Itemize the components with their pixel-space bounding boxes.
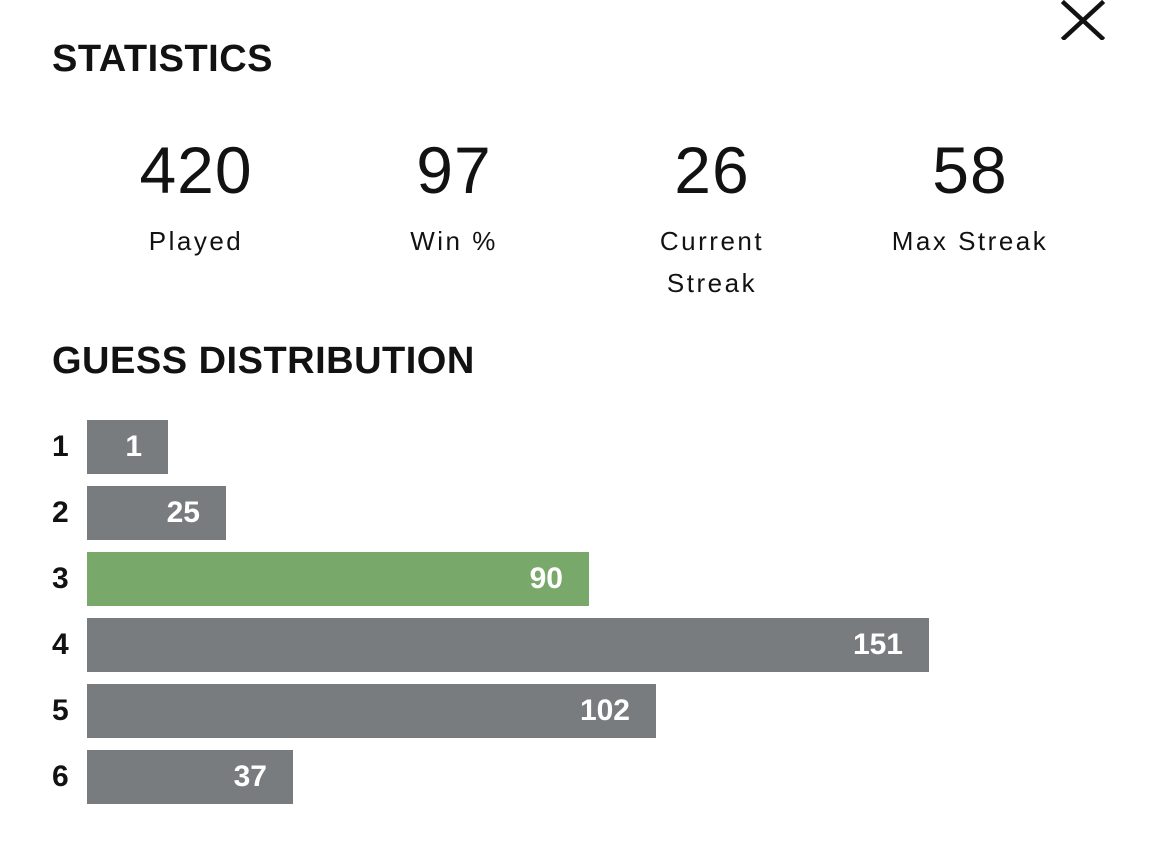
guess-number: 5 <box>52 694 69 727</box>
bar-count: 102 <box>579 694 630 727</box>
bar-count: 151 <box>852 628 903 661</box>
guess-number: 4 <box>52 628 69 661</box>
stat-label: Max Streak <box>891 226 1049 256</box>
stat-label: Win % <box>410 226 498 256</box>
statistics-title: STATISTICS <box>52 38 274 80</box>
distribution-bar: 151 <box>87 618 929 672</box>
bar-count: 37 <box>233 760 267 793</box>
stat-value: 58 <box>932 133 1008 207</box>
stat-max-streak: 58 Max Streak <box>850 132 1090 262</box>
distribution-bar: 102 <box>87 684 656 738</box>
stat-value: 26 <box>674 133 750 207</box>
stat-value: 97 <box>416 133 492 207</box>
close-icon[interactable] <box>1058 0 1108 40</box>
distribution-bar: 90 <box>87 552 589 606</box>
stat-label: Current Streak <box>659 226 765 298</box>
guess-number: 3 <box>52 562 69 595</box>
distribution-bar: 25 <box>87 486 226 540</box>
bar-count: 1 <box>125 430 142 463</box>
stat-played: 420 Played <box>76 132 316 262</box>
bar-count: 90 <box>529 562 563 595</box>
close-button[interactable] <box>1058 0 1108 40</box>
stat-win-percent: 97 Win % <box>334 132 574 262</box>
stat-label: Played <box>148 226 244 256</box>
distribution-bar: 37 <box>87 750 293 804</box>
guess-distribution-title: GUESS DISTRIBUTION <box>52 340 475 382</box>
bar-count: 25 <box>166 496 200 529</box>
stat-value: 420 <box>139 133 253 207</box>
stat-current-streak: 26 Current Streak <box>592 132 832 304</box>
guess-number: 2 <box>52 496 69 529</box>
guess-number: 1 <box>52 430 69 463</box>
guess-number: 6 <box>52 760 69 793</box>
distribution-bar: 1 <box>87 420 168 474</box>
